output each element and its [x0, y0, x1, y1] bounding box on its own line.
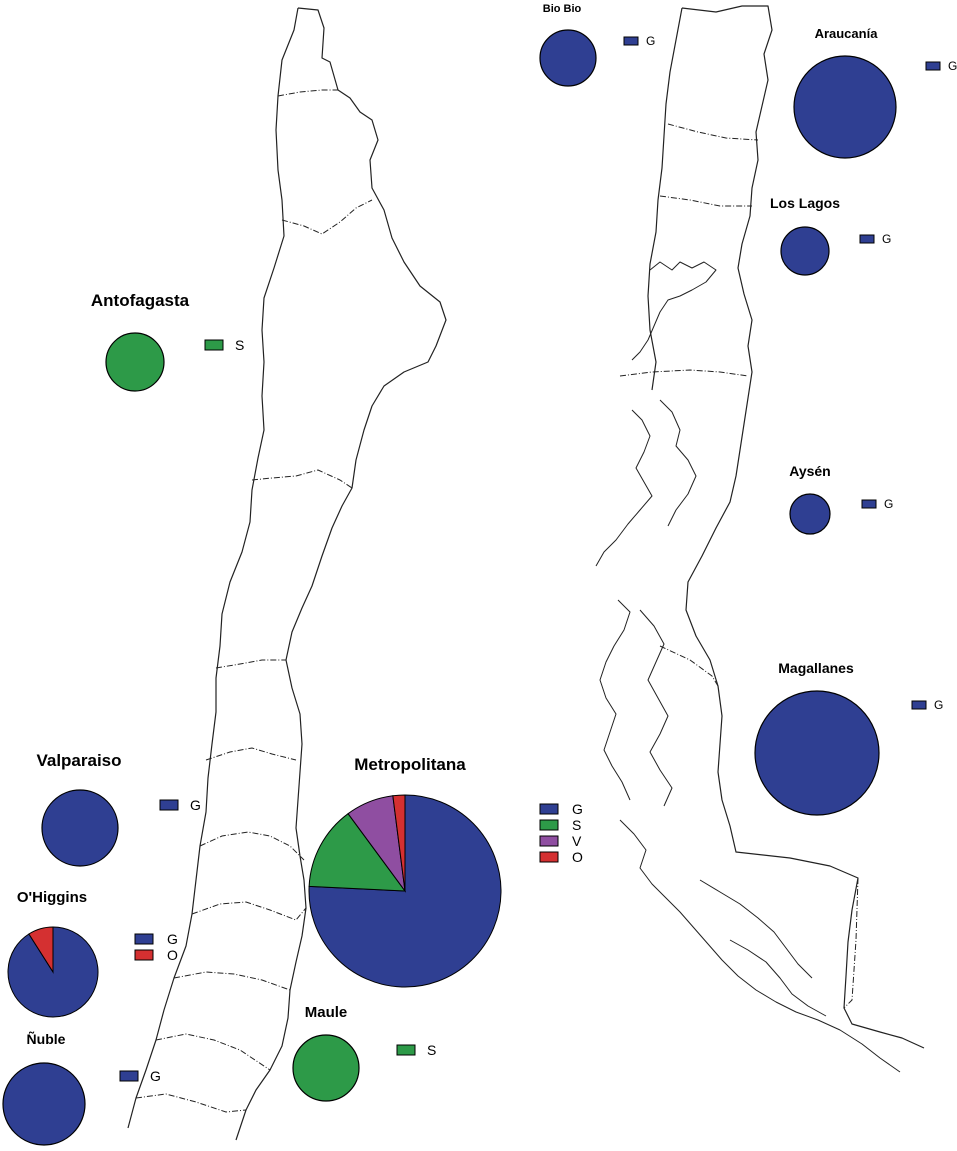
north-region-border-4: [215, 659, 286, 669]
legend-swatch-valparaiso-G: [159, 799, 179, 811]
legend-label-araucania-G: G: [948, 59, 957, 73]
region-title-loslagos: Los Lagos: [770, 195, 840, 211]
pie-slice-magallanes-G: [754, 690, 880, 816]
region-title-araucania: Araucanía: [815, 26, 879, 41]
central-region-border-6: [135, 1093, 247, 1113]
legend-label-loslagos-G: G: [882, 232, 891, 246]
south-region-border-2: [659, 195, 752, 207]
region-araucania: Araucanía G: [793, 26, 957, 159]
central-region-border-5: [155, 1033, 271, 1071]
pie-slice-aysen-G: [789, 493, 831, 535]
legend-label-nuble-G: G: [150, 1068, 161, 1084]
legend-swatch-maule-S: [396, 1044, 416, 1056]
fjord-coastline: [595, 261, 901, 1073]
region-biobio: Bio Bio G: [539, 3, 655, 87]
region-nuble: Ñuble G: [2, 1030, 161, 1146]
pie-slice-maule-S: [292, 1034, 360, 1102]
north-region-border-1: [277, 89, 338, 97]
region-loslagos: Los Lagos G: [770, 195, 891, 276]
pie-slice-araucania-G: [793, 55, 897, 159]
legend-label-magallanes-G: G: [934, 698, 943, 712]
legend-label-ohiggins-G: G: [167, 931, 178, 947]
region-magallanes: Magallanes G: [754, 660, 943, 816]
legend-swatch-araucania-G: [925, 61, 941, 71]
legend-label-biobio-G: G: [646, 34, 655, 48]
legend-swatch-loslagos-G: [859, 234, 875, 244]
pie-slice-metropolitana-G: [308, 794, 502, 988]
region-title-ohiggins: O'Higgins: [17, 889, 87, 906]
pie-slice-valparaiso-G: [41, 789, 119, 867]
legend-swatch-biobio-G: [623, 36, 639, 46]
region-maule: Maule S: [292, 1004, 436, 1102]
legend-label-maule-S: S: [427, 1042, 436, 1058]
north-region-border-3: [251, 469, 353, 489]
legend-swatch-ohiggins-G: [134, 933, 154, 945]
south-chile-outline: [647, 5, 925, 1049]
legend-label-metropolitana-S: S: [572, 817, 581, 833]
legend-swatch-metropolitana-S: [539, 819, 559, 831]
legend-label-antofagasta-S: S: [235, 337, 244, 353]
north-region-border-2: [281, 199, 373, 235]
legend-swatch-ohiggins-O: [134, 949, 154, 961]
region-title-biobio: Bio Bio: [543, 3, 582, 15]
region-title-metropolitana: Metropolitana: [354, 755, 466, 774]
pie-slice-antofagasta-S: [105, 332, 165, 392]
legend-label-metropolitana-G: G: [572, 801, 583, 817]
south-region-border-3: [619, 369, 749, 377]
south-region-border-4: [659, 645, 719, 687]
legend-label-metropolitana-O: O: [572, 849, 583, 865]
region-valparaiso: Valparaiso G: [36, 751, 201, 867]
legend-swatch-nuble-G: [119, 1070, 139, 1082]
region-title-magallanes: Magallanes: [778, 660, 854, 676]
legend-swatch-metropolitana-G: [539, 803, 559, 815]
legend-swatch-magallanes-G: [911, 700, 927, 710]
legend-label-ohiggins-O: O: [167, 947, 178, 963]
legend-swatch-metropolitana-O: [539, 851, 559, 863]
central-region-border-3: [191, 901, 307, 921]
region-title-antofagasta: Antofagasta: [91, 291, 190, 310]
legend-swatch-antofagasta-S: [204, 339, 224, 351]
region-antofagasta: Antofagasta S: [91, 291, 244, 392]
legend-label-valparaiso-G: G: [190, 797, 201, 813]
pie-slice-nuble-G: [2, 1062, 86, 1146]
pie-slice-metropolitana-S: [308, 812, 407, 892]
legend-label-metropolitana-V: V: [572, 833, 582, 849]
region-title-valparaiso: Valparaiso: [36, 751, 121, 770]
pie-slice-ohiggins-O: [28, 926, 54, 974]
north-chile-outline: [127, 7, 447, 1141]
legend-label-aysen-G: G: [884, 497, 893, 511]
pie-slice-metropolitana-O: [392, 794, 406, 892]
region-ohiggins: O'Higgins GO: [7, 889, 178, 1018]
legend-swatch-metropolitana-V: [539, 835, 559, 847]
south-region-border-5: [843, 877, 859, 1009]
central-region-border-4: [173, 971, 291, 991]
region-title-aysen: Aysén: [789, 463, 831, 479]
pie-slice-loslagos-G: [780, 226, 830, 276]
region-title-nuble: Ñuble: [27, 1030, 66, 1047]
pie-slice-biobio-G: [539, 29, 597, 87]
legend-swatch-aysen-G: [861, 499, 877, 509]
region-aysen: Aysén G: [789, 463, 893, 535]
region-title-maule: Maule: [305, 1004, 348, 1021]
south-region-border-1: [667, 123, 759, 141]
central-region-border-1: [205, 747, 297, 761]
